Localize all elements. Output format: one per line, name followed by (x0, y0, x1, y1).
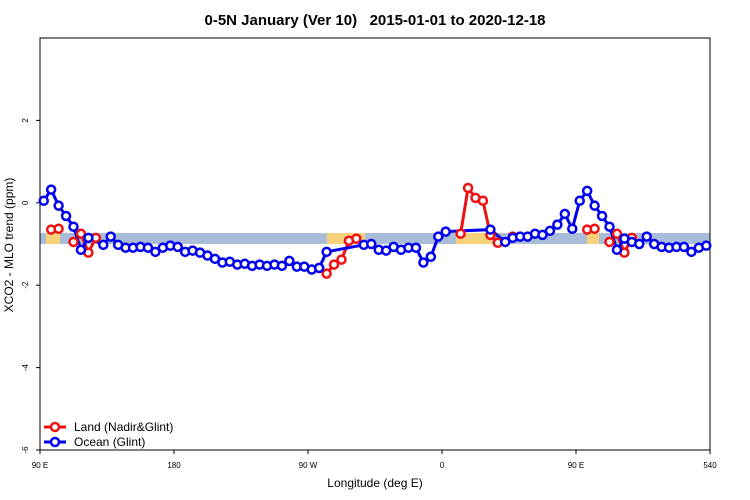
data-point (366, 238, 377, 250)
y-tick-label: 0 (21, 200, 30, 205)
x-tick-label: 180 (167, 461, 181, 470)
data-point (276, 260, 288, 272)
data-point (150, 246, 161, 258)
data-point (589, 223, 600, 235)
data-point (45, 184, 57, 195)
data-point (321, 268, 332, 279)
legend-label: Ocean (Glint) (74, 435, 145, 449)
data-point (477, 195, 489, 206)
data-point (321, 246, 332, 258)
data-point (172, 241, 183, 253)
chart-title: 0-5N January (Ver 10) 2015-01-01 to 2020… (204, 12, 545, 29)
data-point (455, 228, 466, 239)
y-tick-label: -2 (21, 281, 30, 289)
data-point (440, 226, 451, 237)
legend-marker (49, 421, 61, 433)
data-point (410, 242, 422, 253)
data-point (83, 232, 94, 244)
data-point (604, 221, 615, 232)
data-point (678, 241, 690, 253)
data-point (313, 262, 325, 274)
data-point (596, 210, 608, 222)
data-point (38, 195, 49, 206)
data-point (60, 210, 72, 222)
data-point (351, 233, 362, 244)
data-point (634, 238, 645, 250)
x-tick-label: 90 E (32, 461, 48, 470)
data-point (686, 246, 697, 258)
data-point (53, 200, 64, 211)
data-point (552, 219, 563, 230)
data-point (641, 231, 652, 242)
data-point (611, 244, 623, 256)
data-point (328, 259, 340, 270)
data-point (611, 228, 623, 239)
data-point (336, 254, 347, 265)
data-point (75, 228, 87, 239)
data-point (604, 236, 615, 248)
data-point (701, 240, 712, 251)
data-point (537, 229, 548, 241)
y-tick-label: 2 (21, 118, 30, 123)
data-point (68, 236, 79, 248)
y-axis-label: XCO2 - MLO trend (ppm) (2, 178, 16, 313)
x-tick-label: 0 (440, 461, 445, 470)
data-point (98, 239, 109, 251)
data-point (425, 251, 437, 263)
data-point (418, 257, 429, 268)
data-point (68, 221, 79, 232)
data-point (462, 182, 474, 194)
x-tick-label: 540 (703, 461, 717, 470)
y-tick-label: -6 (21, 446, 30, 454)
legend-marker (49, 436, 61, 448)
data-point (142, 242, 154, 253)
data-point (589, 200, 600, 211)
data-point (485, 224, 496, 235)
data-point (75, 244, 87, 256)
data-point (567, 223, 578, 235)
data-point (581, 185, 593, 197)
x-tick-label: 90 E (568, 461, 584, 470)
data-point (433, 231, 444, 242)
y-tick-label: -4 (21, 363, 30, 371)
legend-label: Land (Nadir&Glint) (74, 420, 173, 434)
x-tick-label: 90 W (299, 461, 318, 470)
data-point (105, 231, 116, 242)
data-point (284, 255, 295, 267)
data-point (53, 223, 64, 235)
data-point (559, 208, 571, 220)
data-point (544, 225, 556, 237)
x-axis-label: Longitude (deg E) (327, 476, 422, 490)
data-point (500, 236, 511, 248)
data-point (574, 195, 585, 206)
